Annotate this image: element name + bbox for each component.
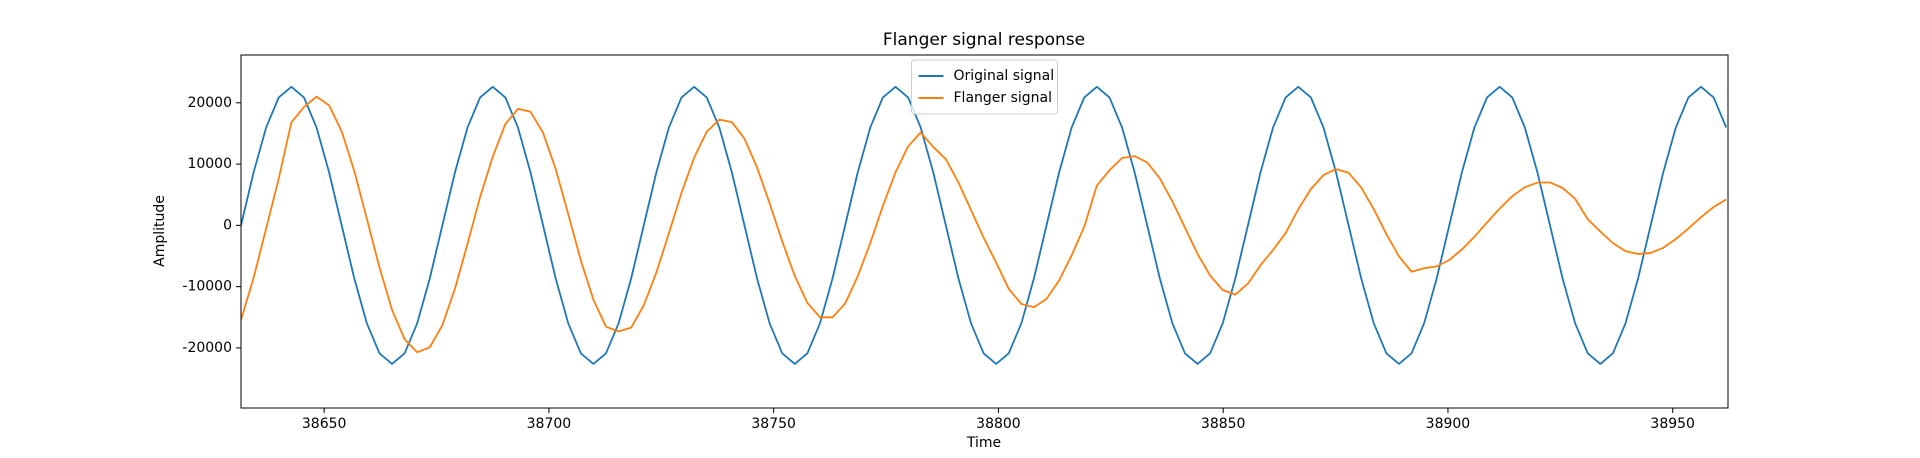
y-tick-label: 20000 [187, 95, 232, 111]
legend-box [911, 59, 1058, 115]
x-tick-label: 38800 [976, 416, 1021, 432]
x-tick-label: 38750 [751, 416, 796, 432]
x-tick-label: 38700 [527, 416, 572, 432]
y-tick-label: 10000 [187, 156, 232, 172]
x-tick-label: 38850 [1201, 416, 1246, 432]
plot-area [241, 85, 1728, 365]
x-tick-label: 38650 [302, 416, 347, 432]
y-tick-label: -20000 [182, 340, 232, 356]
series-line [241, 85, 1728, 365]
axes-frame [240, 54, 1729, 409]
y-tick-label: -10000 [182, 279, 232, 295]
series-line [241, 95, 1727, 354]
legend: Original signal Flanger signal [911, 59, 1058, 115]
y-tick-label: 0 [223, 217, 232, 233]
x-tick-label: 38950 [1650, 416, 1695, 432]
x-axis-label: Time [966, 435, 1001, 451]
legend-label: Original signal [954, 68, 1055, 84]
chart-title: Flanger signal response [883, 30, 1085, 50]
x-tick-label: 38900 [1426, 416, 1471, 432]
y-axis-label: Amplitude [152, 195, 168, 267]
legend-label: Flanger signal [954, 90, 1053, 106]
